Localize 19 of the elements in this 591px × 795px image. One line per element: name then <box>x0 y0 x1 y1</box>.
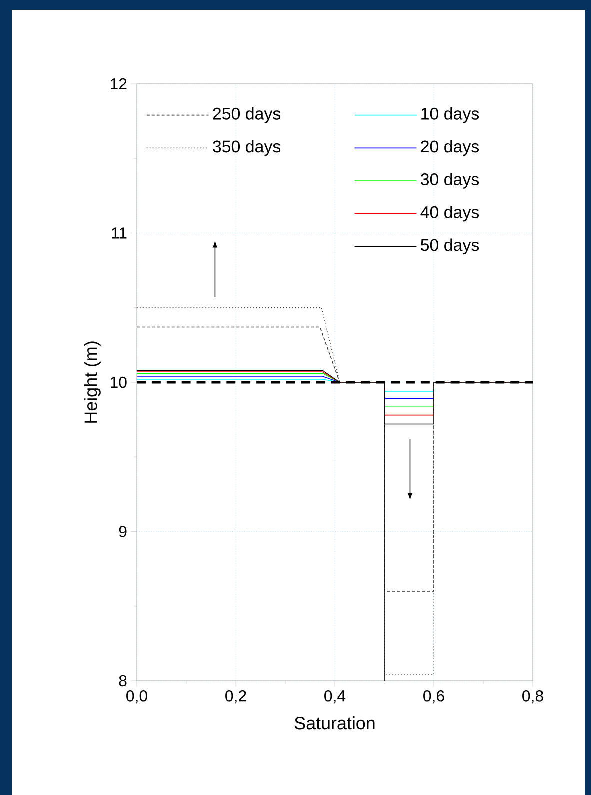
x-tick-label: 0,0 <box>126 690 148 704</box>
legend-label: 30 days <box>420 173 480 189</box>
legend-label: 10 days <box>422 107 480 124</box>
x-tick-label: 0,4 <box>324 690 346 704</box>
y-tick-label: 12 <box>110 78 127 90</box>
legend-label: 40 days <box>420 206 480 222</box>
x-tick-label: 0,8 <box>522 690 544 704</box>
legend-label: 350 days <box>213 140 281 156</box>
legend-label: 20 days <box>421 140 480 156</box>
y-tick-label: 8 <box>119 675 127 687</box>
y-tick-label: 11 <box>112 228 127 239</box>
y-tick-label: 9 <box>119 526 127 538</box>
legend-label: 50 days <box>421 238 480 255</box>
x-tick-label: 0,6 <box>424 690 444 704</box>
x-axis-title: Saturation <box>294 716 375 730</box>
y-axis-title: Height (m) <box>84 342 101 423</box>
legend-label: 250 days <box>213 107 281 124</box>
x-tick-label: 0,2 <box>226 690 246 704</box>
y-tick-label: 10 <box>110 376 127 388</box>
